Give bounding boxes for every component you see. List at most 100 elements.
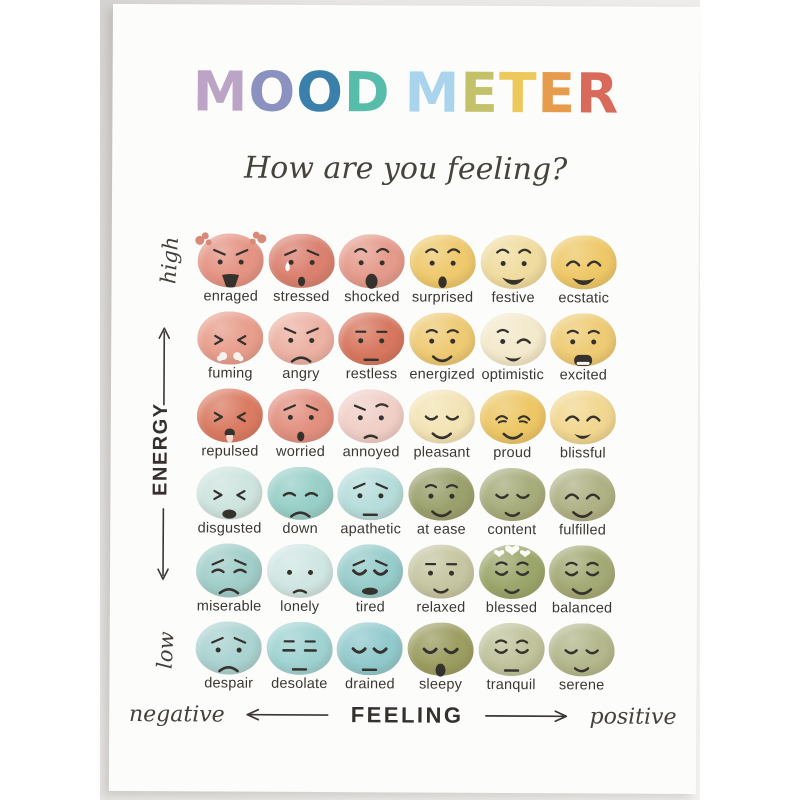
energy-low-label: low	[152, 630, 179, 670]
mood-face	[479, 389, 546, 444]
pleasant-face-icon	[424, 415, 460, 440]
mood-face	[266, 621, 333, 676]
stressed-face-icon	[283, 249, 320, 287]
mood-face	[409, 234, 476, 289]
mood-face	[407, 544, 475, 599]
proud-face-icon	[494, 415, 531, 440]
mood-face	[408, 466, 475, 521]
ecstatic-face-icon	[566, 260, 602, 286]
fuming-face-icon	[214, 334, 247, 361]
mood-face	[197, 388, 264, 443]
tired-face-icon	[352, 559, 389, 595]
mood-face	[339, 234, 406, 289]
mood-meter-poster: MOOD METER How are you feeling? high ENER…	[108, 3, 701, 794]
festive-face-icon	[495, 248, 531, 285]
at-ease-face-icon	[424, 483, 459, 517]
annoyed-face-icon	[354, 403, 389, 440]
mood-cell-lonely: lonely	[264, 537, 335, 615]
balanced-face-icon	[565, 561, 600, 595]
mood-cell-miserable: miserable	[194, 536, 265, 614]
mood-cell-tired: tired	[335, 537, 406, 615]
mood-face	[338, 389, 405, 443]
drained-face-icon	[352, 646, 389, 671]
mood-face	[549, 467, 616, 522]
mood-cell-stressed: stressed	[266, 227, 337, 305]
mood-face	[408, 389, 476, 444]
excited-face-icon	[566, 329, 601, 366]
feeling-positive-label: positive	[589, 703, 677, 730]
mood-cell-drained: drained	[335, 615, 406, 693]
mood-cell-despair: despair	[193, 614, 264, 692]
mood-face	[479, 312, 547, 367]
mood-face	[478, 544, 545, 599]
mood-cell-balanced: balanced	[547, 538, 618, 616]
title-letter: E	[537, 61, 577, 126]
mood-face	[195, 231, 267, 288]
mood-cell-tranquil: tranquil	[476, 615, 547, 693]
disgusted-face-icon	[213, 489, 246, 519]
mood-cell-serene: serene	[546, 616, 617, 694]
mood-face	[196, 543, 263, 598]
relaxed-face-icon	[425, 562, 458, 594]
mood-cell-repulsed: repulsed	[195, 381, 266, 459]
mood-face	[548, 622, 616, 677]
poster-title: MOOD METER	[112, 59, 699, 126]
mood-cell-desolate: desolate	[264, 614, 335, 692]
title-letter: O	[296, 59, 345, 125]
desolate-face-icon	[282, 639, 317, 671]
mood-face	[268, 233, 335, 288]
energy-axis: high ENERGY low	[113, 4, 700, 670]
mood-face	[195, 620, 263, 675]
mood-face	[337, 466, 405, 521]
mood-face	[267, 466, 334, 521]
down-face-icon	[282, 491, 319, 518]
feeling-negative-label: negative	[128, 701, 225, 728]
mood-face	[480, 234, 547, 289]
mood-face	[407, 621, 474, 677]
mood-face	[267, 388, 334, 443]
sleepy-face-icon	[422, 647, 459, 677]
tranquil-face-icon	[494, 638, 529, 672]
mood-cell-shocked: shocked	[337, 227, 408, 305]
title-letter: E	[460, 60, 500, 125]
apathetic-face-icon	[353, 482, 389, 516]
despair-face-icon	[211, 636, 247, 672]
title-letter: D	[343, 60, 391, 125]
mood-face	[197, 310, 264, 365]
poster-photo: MOOD METER How are you feeling? high ENER…	[100, 0, 701, 800]
down-arrow-icon	[157, 508, 169, 580]
title-letter: T	[498, 60, 538, 126]
feeling-axis: negative FEELING positive	[109, 701, 696, 730]
up-arrow-icon	[158, 327, 171, 406]
mood-cell-fuming: fuming	[195, 304, 266, 382]
lonely-face-icon	[286, 569, 313, 594]
mood-cell-enraged: enraged	[195, 226, 267, 304]
mood-face	[336, 621, 404, 676]
mood-cell-surprised: surprised	[407, 227, 478, 305]
mood-cell-festive: festive	[478, 228, 549, 306]
blessed-face-icon	[493, 545, 531, 594]
miserable-face-icon	[211, 558, 248, 595]
mood-cell-disgusted: disgusted	[194, 459, 265, 537]
mood-face	[338, 311, 405, 366]
left-arrow-icon	[246, 708, 329, 721]
title-letter: R	[575, 61, 620, 126]
content-face-icon	[494, 493, 530, 517]
mood-cell-apathetic: apathetic	[335, 460, 406, 538]
title-letter: M	[192, 59, 249, 124]
mood-cell-annoyed: annoyed	[336, 382, 407, 460]
title-letter: O	[248, 59, 297, 124]
mood-grid: enraged stressed shocked surprised festive ec…	[193, 226, 619, 694]
repulsed-face-icon	[214, 411, 247, 443]
mood-cell-relaxed: relaxed	[406, 537, 477, 615]
mood-cell-blessed: blessed	[476, 538, 547, 616]
mood-cell-ecstatic: ecstatic	[548, 228, 619, 306]
enraged-face-icon	[195, 231, 267, 288]
mood-cell-at-ease: at ease	[406, 460, 477, 538]
title-letter: M	[404, 60, 461, 125]
poster-subtitle: How are you feeling?	[243, 150, 568, 188]
serene-face-icon	[564, 648, 600, 672]
mood-cell-pleasant: pleasant	[406, 382, 477, 460]
worried-face-icon	[283, 404, 319, 442]
mood-cell-energized: energized	[407, 305, 478, 383]
